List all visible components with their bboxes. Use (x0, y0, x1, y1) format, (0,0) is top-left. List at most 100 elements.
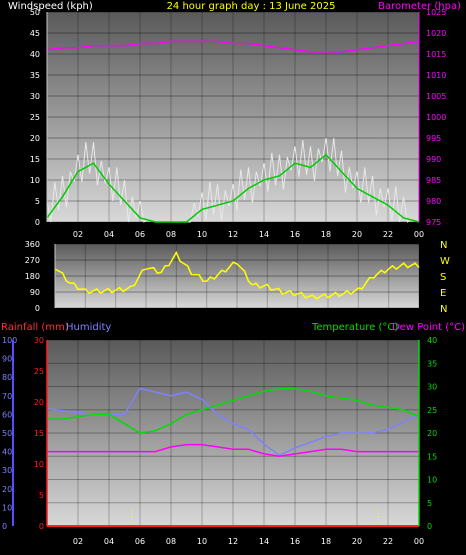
windspeed-tick-label: 45 (30, 29, 40, 38)
chart-title: 24 hour graph day : 13 June 2025 (167, 1, 336, 12)
compass-n-bottom: N (440, 304, 447, 315)
x-tick-label: 14 (259, 537, 269, 546)
compass-e: E (440, 288, 446, 299)
dewpoint-axis-label: Dew Point (°C) (392, 322, 465, 333)
direction-tick-label: 0 (35, 304, 40, 313)
windspeed-tick-label: 25 (30, 113, 40, 122)
climate-panel-x-ticks: 02 04 06 08 10 12 14 16 18 20 22 00 (73, 537, 424, 546)
dewpoint-series (47, 443, 419, 458)
temperature-series (47, 388, 420, 434)
windspeed-tick-label: 50 (30, 8, 40, 17)
direction-tick-label: 270 (25, 256, 40, 265)
windspeed-axis-ticks: 0 5 10 15 20 25 30 35 40 45 50 (30, 8, 40, 227)
temperature-axis-ticks: 0 5 10 15 20 25 30 35 40 (427, 336, 437, 531)
windspeed-gust-series (46, 137, 420, 223)
x-tick-label: 14 (259, 230, 269, 239)
temperature-tick-label: 40 (427, 336, 437, 345)
barometer-tick-label: 1000 (426, 113, 446, 122)
temperature-tick-label: 15 (427, 452, 437, 461)
barometer-axis-label: Barometer (hpa) (378, 1, 461, 12)
humidity-tick-label: 0 (2, 522, 7, 531)
windspeed-tick-label: 15 (30, 155, 40, 164)
x-tick-label: 02 (73, 230, 83, 239)
barometer-tick-label: 995 (426, 134, 441, 143)
windspeed-tick-label: 35 (30, 71, 40, 80)
temperature-tick-label: 35 (427, 359, 437, 368)
temperature-tick-label: 25 (427, 406, 437, 415)
x-tick-label: 04 (104, 230, 114, 239)
temperature-tick-label: 5 (427, 499, 432, 508)
rainfall-tick-label: 15 (34, 429, 44, 438)
barometer-tick-label: 975 (426, 218, 441, 227)
rainfall-tick-label: 0 (39, 522, 44, 531)
x-tick-label: 00 (414, 230, 424, 239)
humidity-tick-label: 10 (2, 503, 12, 512)
humidity-tick-label: 40 (2, 448, 12, 457)
rainfall-tick-label: 30 (34, 336, 44, 345)
direction-tick-label: 360 (25, 240, 40, 249)
temperature-axis-label: Temperature (°C) (311, 322, 398, 333)
x-tick-label: 04 (104, 537, 114, 546)
barometer-tick-label: 1025 (426, 8, 446, 17)
x-tick-label: 16 (290, 537, 300, 546)
humidity-tick-label: 90 (2, 355, 12, 364)
x-tick-label: 02 (73, 537, 83, 546)
direction-panel-grid (55, 243, 420, 309)
x-tick-label: 08 (166, 537, 176, 546)
x-tick-label: 06 (135, 537, 145, 546)
x-tick-label: 10 (197, 230, 207, 239)
rainfall-axis-ticks: 0 5 10 15 20 25 30 (34, 336, 44, 531)
compass-s: S (440, 272, 446, 283)
rainfall-tick-label: 25 (34, 367, 44, 376)
x-tick-label: 18 (321, 230, 331, 239)
direction-tick-label: 90 (30, 288, 40, 297)
humidity-tick-label: 70 (2, 392, 12, 401)
barometer-tick-label: 1015 (426, 50, 446, 59)
rainfall-tick-label: 5 (39, 491, 44, 500)
windspeed-axis-label: Windspeed (kph) (8, 1, 93, 12)
humidity-tick-label: 20 (2, 485, 12, 494)
humidity-axis-ticks: 0 10 20 30 40 50 60 70 80 90 100 (2, 336, 17, 531)
x-tick-label: 00 (414, 537, 424, 546)
humidity-axis-label: Humidity (66, 322, 111, 333)
windspeed-tick-label: 40 (30, 50, 40, 59)
x-tick-label: 20 (352, 230, 362, 239)
windspeed-tick-label: 0 (35, 218, 40, 227)
windspeed-tick-label: 10 (30, 176, 40, 185)
x-tick-label: 06 (135, 230, 145, 239)
rainfall-axis-label: Rainfall (mm) (1, 322, 69, 333)
rainfall-tick-label: 20 (34, 398, 44, 407)
humidity-tick-label: 80 (2, 373, 12, 382)
temperature-tick-label: 20 (427, 429, 437, 438)
barometer-tick-label: 990 (426, 155, 441, 164)
temperature-tick-label: 10 (427, 476, 437, 485)
humidity-tick-label: 50 (2, 429, 12, 438)
x-tick-label: 10 (197, 537, 207, 546)
x-tick-label: 12 (228, 230, 238, 239)
humidity-tick-label: 60 (2, 410, 12, 419)
rainfall-tick-label: 10 (34, 460, 44, 469)
wind-panel-grid (47, 11, 420, 223)
x-tick-label: 16 (290, 230, 300, 239)
x-tick-label: 22 (383, 537, 393, 546)
barometer-tick-label: 1005 (426, 92, 446, 101)
wind-direction-series (54, 250, 420, 300)
barometer-tick-label: 1020 (426, 29, 446, 38)
barometer-tick-label: 985 (426, 176, 441, 185)
compass-labels: N W S E N (440, 240, 450, 315)
barometer-tick-label: 980 (426, 197, 441, 206)
windspeed-tick-label: 5 (35, 197, 40, 206)
compass-n-top: N (440, 240, 447, 251)
direction-panel-background (55, 244, 419, 308)
x-tick-label: 18 (321, 537, 331, 546)
direction-tick-label: 180 (25, 272, 40, 281)
windspeed-tick-label: 30 (30, 92, 40, 101)
windspeed-tick-label: 20 (30, 134, 40, 143)
humidity-tick-label: 100 (2, 336, 17, 345)
x-tick-label: 12 (228, 537, 238, 546)
windspeed-series (46, 153, 420, 223)
barometer-axis-ticks: 975 980 985 990 995 1000 1005 1010 1015 1020 1025 (426, 8, 446, 227)
x-tick-label: 20 (352, 537, 362, 546)
x-tick-label: 22 (383, 230, 393, 239)
direction-axis-ticks: 0 90 180 270 360 (25, 240, 40, 313)
